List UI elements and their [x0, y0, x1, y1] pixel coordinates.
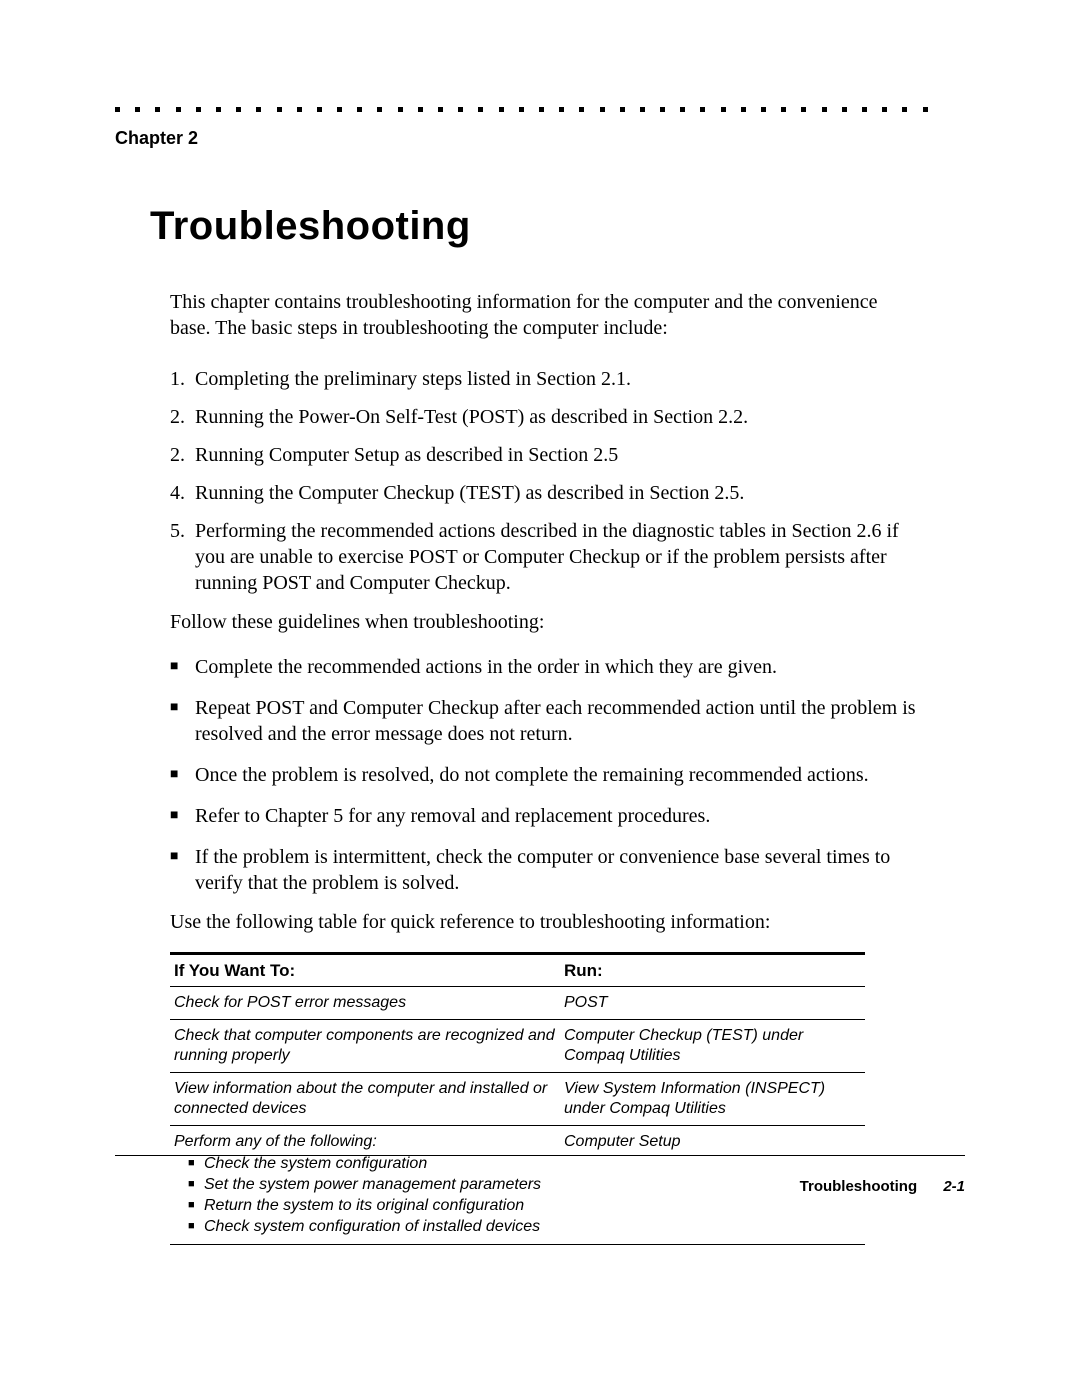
bullet-item: ■Repeat POST and Computer Checkup after …	[170, 695, 920, 747]
numbered-item: 4.Running the Computer Checkup (TEST) as…	[170, 480, 910, 506]
bullet-item: ■Once the problem is resolved, do not co…	[170, 762, 920, 788]
item-number: 2.	[170, 442, 195, 468]
table-cell-left: Check for POST error messages	[170, 987, 560, 1019]
table-cell-right: View System Information (INSPECT) under …	[560, 1073, 865, 1125]
inner-list-item: ■Return the system to its original confi…	[188, 1196, 556, 1216]
item-text: Performing the recommended actions descr…	[195, 518, 910, 596]
bullet-item: ■Complete the recommended actions in the…	[170, 654, 920, 680]
guidelines-lead: Follow these guidelines when troubleshoo…	[170, 611, 965, 634]
bullet-icon: ■	[188, 1217, 204, 1237]
item-number: 5.	[170, 518, 195, 596]
table-lead: Use the following table for quick refere…	[170, 911, 965, 934]
bullet-item: ■If the problem is intermittent, check t…	[170, 844, 920, 896]
table-cell-left: Check that computer components are recog…	[170, 1020, 560, 1072]
table-row: View information about the computer and …	[170, 1073, 865, 1126]
table-cell-left: View information about the computer and …	[170, 1073, 560, 1125]
bullet-icon: ■	[170, 762, 195, 788]
numbered-item: 2.Running Computer Setup as described in…	[170, 442, 910, 468]
inner-list-item: ■Check system configuration of installed…	[188, 1217, 556, 1237]
bullet-text: Once the problem is resolved, do not com…	[195, 762, 920, 788]
bullet-icon: ■	[170, 695, 195, 747]
numbered-item: 5.Performing the recommended actions des…	[170, 518, 910, 596]
bullet-icon: ■	[188, 1196, 204, 1216]
numbered-item: 2.Running the Power-On Self-Test (POST) …	[170, 404, 910, 430]
inner-item-text: Return the system to its original config…	[204, 1196, 556, 1216]
intro-paragraph: This chapter contains troubleshooting in…	[170, 289, 900, 341]
inner-item-text: Check system configuration of installed …	[204, 1217, 556, 1237]
reference-table: If You Want To: Run: Check for POST erro…	[170, 952, 865, 1245]
table-row: Check that computer components are recog…	[170, 1020, 865, 1073]
table-row: Check for POST error messagesPOST	[170, 987, 865, 1020]
item-number: 2.	[170, 404, 195, 430]
bullet-text: Refer to Chapter 5 for any removal and r…	[195, 803, 920, 829]
item-number: 4.	[170, 480, 195, 506]
item-text: Completing the preliminary steps listed …	[195, 366, 910, 392]
bullet-item: ■Refer to Chapter 5 for any removal and …	[170, 803, 920, 829]
item-number: 1.	[170, 366, 195, 392]
bullet-text: Repeat POST and Computer Checkup after e…	[195, 695, 920, 747]
cell-lead: Perform any of the following:	[174, 1132, 556, 1152]
guideline-bullets: ■Complete the recommended actions in the…	[170, 654, 920, 896]
numbered-item: 1.Completing the preliminary steps liste…	[170, 366, 910, 392]
page-footer: Troubleshooting 2-1	[115, 1155, 965, 1195]
item-text: Running the Power-On Self-Test (POST) as…	[195, 404, 910, 430]
bullet-icon: ■	[170, 654, 195, 680]
table-cell-right: POST	[560, 987, 865, 1019]
item-text: Running Computer Setup as described in S…	[195, 442, 910, 468]
chapter-label: Chapter 2	[115, 128, 965, 149]
item-text: Running the Computer Checkup (TEST) as d…	[195, 480, 910, 506]
table-head-left: If You Want To:	[170, 955, 560, 986]
bullet-text: If the problem is intermittent, check th…	[195, 844, 920, 896]
bullet-icon: ■	[170, 803, 195, 829]
footer-page-number: 2-1	[943, 1178, 965, 1195]
bullet-text: Complete the recommended actions in the …	[195, 654, 920, 680]
bullet-icon: ■	[170, 844, 195, 896]
separator-dots	[115, 100, 965, 118]
footer-title: Troubleshooting	[800, 1178, 918, 1195]
page-title: Troubleshooting	[150, 204, 965, 249]
table-cell-right: Computer Checkup (TEST) under Compaq Uti…	[560, 1020, 865, 1072]
numbered-steps: 1.Completing the preliminary steps liste…	[170, 366, 910, 596]
table-head-right: Run:	[560, 955, 865, 986]
